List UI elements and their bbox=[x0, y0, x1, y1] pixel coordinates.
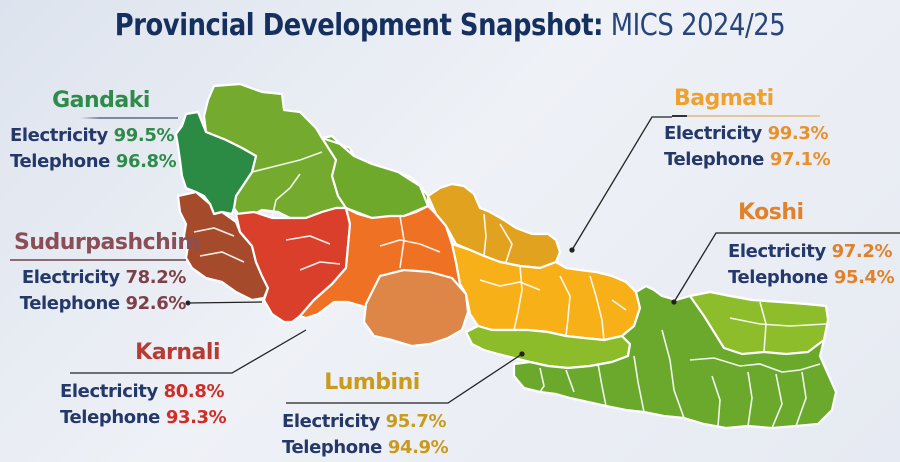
karnali-telephone: Telephone 93.3% bbox=[60, 407, 227, 428]
lumbini-electricity: Electricity 95.7% bbox=[282, 411, 447, 432]
province-name-koshi: Koshi bbox=[738, 200, 804, 225]
koshi-telephone: Telephone 95.4% bbox=[728, 267, 895, 288]
leader-sudurpashchim bbox=[187, 301, 263, 304]
province-name-karnali: Karnali bbox=[135, 340, 220, 365]
lumbini-telephone: Telephone 94.9% bbox=[282, 437, 449, 458]
divider bbox=[672, 115, 820, 117]
koshi-electricity: Electricity 97.2% bbox=[728, 241, 893, 262]
gandaki-telephone: Telephone 96.8% bbox=[10, 150, 177, 172]
label-bagmati: Bagmati Electricity 99.3% Telephone 97.1… bbox=[664, 86, 831, 173]
divider bbox=[60, 369, 220, 375]
province-name-sudurpashchim: Sudurpashchim bbox=[14, 230, 200, 255]
label-gandaki: Gandaki Electricity 99.5% Telephone 96.8… bbox=[10, 88, 178, 175]
divider bbox=[282, 399, 438, 405]
province-name-bagmati: Bagmati bbox=[674, 86, 774, 111]
bagmati-electricity: Electricity 99.3% bbox=[664, 122, 829, 144]
divider bbox=[728, 229, 890, 235]
label-koshi: Koshi Electricity 97.2% Telephone 95.4% bbox=[728, 200, 895, 291]
divider bbox=[80, 117, 178, 119]
label-karnali: Karnali Electricity 80.8% Telephone 93.3… bbox=[60, 340, 227, 431]
label-lumbini: Lumbini Electricity 95.7% Telephone 94.9… bbox=[282, 370, 449, 461]
page-title: Provincial Development Snapshot: MICS 20… bbox=[63, 8, 837, 43]
title-bold: Provincial Development Snapshot: bbox=[114, 8, 604, 43]
leader-bagmati bbox=[571, 116, 672, 251]
sudurpashchim-telephone: Telephone 92.6% bbox=[19, 292, 187, 314]
region-light-orange bbox=[362, 268, 470, 348]
leader-koshi bbox=[673, 232, 900, 303]
title-subtitle: MICS 2024/25 bbox=[610, 8, 786, 43]
label-sudurpashchim: Sudurpashchim Electricity 78.2% Telephon… bbox=[8, 230, 200, 317]
province-name-lumbini: Lumbini bbox=[324, 370, 420, 395]
leader-lumbini bbox=[286, 353, 523, 404]
sudurpashchim-electricity: Electricity 78.2% bbox=[21, 266, 187, 288]
gandaki-electricity: Electricity 99.5% bbox=[10, 124, 175, 146]
bagmati-telephone: Telephone 97.1% bbox=[664, 148, 831, 170]
province-name-gandaki: Gandaki bbox=[52, 88, 150, 113]
leader-karnali bbox=[70, 329, 307, 374]
karnali-electricity: Electricity 80.8% bbox=[60, 381, 225, 402]
divider bbox=[10, 259, 186, 261]
